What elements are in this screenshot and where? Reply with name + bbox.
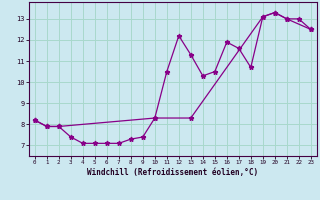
X-axis label: Windchill (Refroidissement éolien,°C): Windchill (Refroidissement éolien,°C) xyxy=(87,168,258,177)
